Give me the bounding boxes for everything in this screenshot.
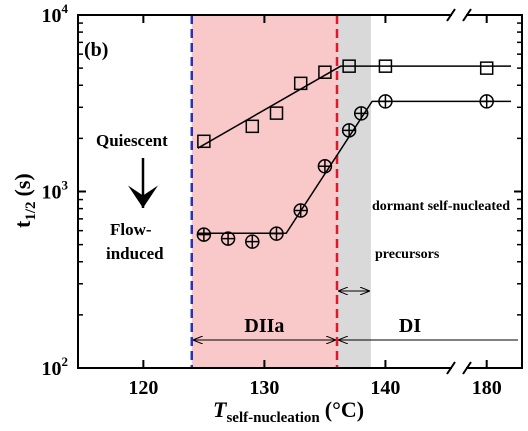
- x-tick-label: 140: [370, 377, 400, 399]
- square-marker: [479, 61, 494, 75]
- x-tick-label: 130: [249, 377, 279, 399]
- marker-plus: [294, 204, 308, 218]
- panel-label: (b): [84, 39, 108, 61]
- circle-plus-marker: [245, 234, 260, 249]
- marker-plus: [221, 232, 235, 246]
- annotation: Quiescent: [96, 131, 168, 150]
- circle-plus-marker: [196, 227, 212, 242]
- axis-break: [446, 8, 472, 22]
- axis-break: [446, 361, 472, 375]
- circle-plus-marker: [293, 203, 308, 218]
- annotation: dormant self-nucleated: [372, 199, 510, 214]
- circle-plus-marker: [378, 94, 393, 109]
- annotation: Flow-: [110, 220, 152, 239]
- square-marker: [378, 59, 393, 73]
- y-tick-label: 103: [42, 178, 69, 204]
- square-marker: [318, 65, 332, 79]
- circle-plus-marker: [269, 226, 284, 241]
- region: [337, 15, 371, 368]
- y-tick-label: 104: [42, 1, 69, 27]
- marker-plus: [480, 94, 494, 108]
- marker-plus: [354, 106, 368, 120]
- region-label: DI: [399, 315, 421, 337]
- plot: 102 103 104 120 130 140 180 DIIa DI dormant self-…: [10, 1, 523, 426]
- circle-plus-marker: [353, 106, 369, 121]
- square-marker: [293, 76, 308, 91]
- square-marker: [197, 134, 211, 149]
- circle-plus-marker: [317, 159, 333, 174]
- y-axis-label: t1/2(s): [10, 173, 39, 228]
- fit-line: [197, 100, 512, 235]
- marker-plus: [342, 123, 356, 137]
- x-axis-label: Tself-nucleation (°C): [213, 397, 364, 426]
- marker-plus: [378, 94, 392, 108]
- fit-line: [197, 65, 512, 149]
- marker-plus: [245, 235, 259, 249]
- x-tick-label: 120: [128, 377, 158, 399]
- circle-plus-marker: [341, 123, 357, 138]
- marker-plus: [197, 228, 211, 242]
- square-marker: [342, 59, 356, 73]
- square-marker: [245, 119, 260, 134]
- annotation: induced: [106, 244, 164, 263]
- y-tick-label: 102: [42, 354, 69, 380]
- marker-plus: [269, 227, 283, 241]
- marker-plus: [318, 159, 332, 173]
- square-marker: [269, 106, 284, 120]
- x-tick-label: 180: [472, 377, 502, 399]
- circle-plus-marker: [479, 94, 494, 109]
- annotation: precursors: [375, 247, 440, 262]
- region-label: DIIa: [244, 315, 284, 337]
- circle-plus-marker: [220, 231, 236, 246]
